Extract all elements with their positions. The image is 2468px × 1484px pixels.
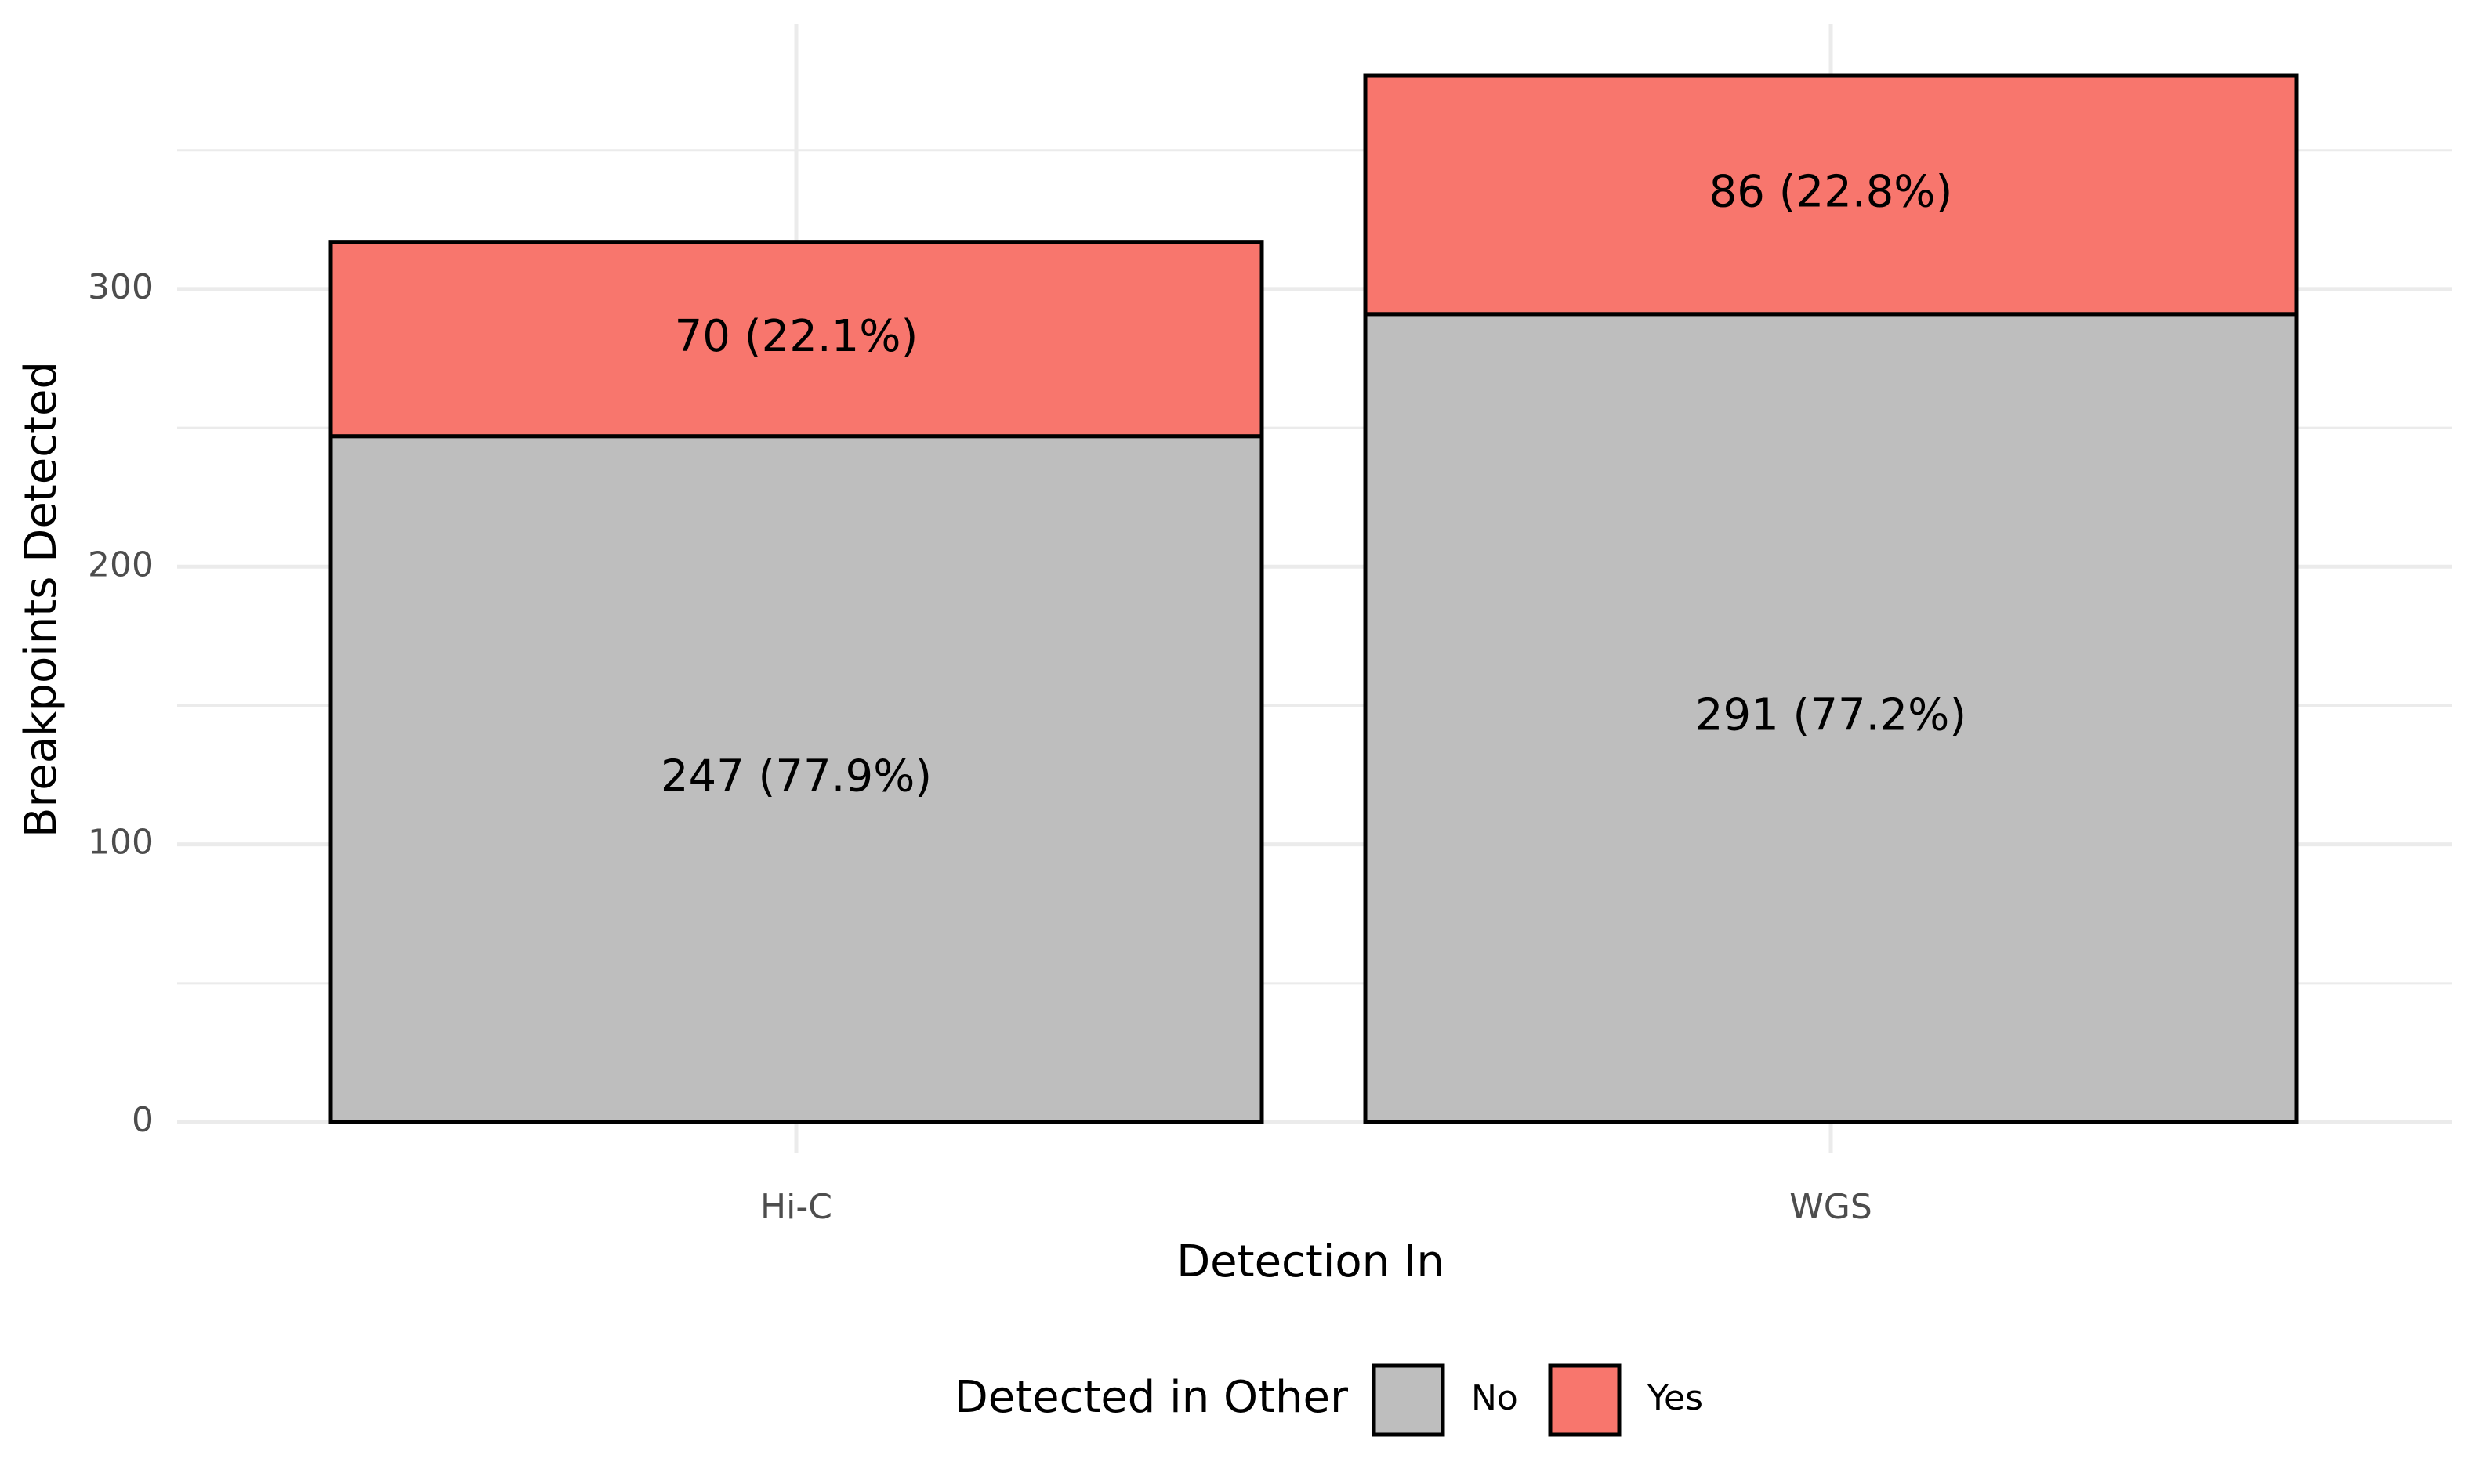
data-label: 86 (22.8%): [1709, 167, 1953, 218]
legend-label-no: No: [1471, 1378, 1518, 1418]
x-tick-label: WGS: [1789, 1187, 1872, 1227]
data-label: 70 (22.1%): [675, 311, 919, 362]
legend-key-no: [1372, 1363, 1445, 1437]
axes-layer: 0 100 200 300 Hi-C WGS: [88, 267, 1872, 1227]
y-tick-label: 0: [132, 1100, 154, 1140]
x-axis-title: Detection In: [1176, 1236, 1444, 1287]
data-labels-layer: 247 (77.9%) 70 (22.1%) 291 (77.2%) 86 (22.8…: [661, 167, 1966, 802]
legend-key-yes: [1548, 1363, 1622, 1437]
y-tick-label: 200: [88, 545, 154, 585]
data-label: 291 (77.2%): [1695, 690, 1966, 741]
bar-yes-hi-c: [328, 240, 1264, 439]
bars-layer: [328, 73, 2299, 1124]
legend-items: No Yes: [1372, 1363, 1703, 1437]
legend-title: Detected in Other: [955, 1372, 1349, 1423]
y-tick-label: 100: [88, 823, 154, 863]
x-tick-label: Hi-C: [760, 1187, 832, 1227]
y-axis-title: Breakpoints Detected: [16, 361, 67, 838]
legend-label-yes: Yes: [1647, 1378, 1703, 1418]
bar-no-wgs: [1363, 312, 2299, 1124]
y-tick-label: 300: [88, 267, 154, 307]
bar-yes-wgs: [1363, 73, 2299, 317]
data-label: 247 (77.9%): [661, 751, 932, 802]
legend: Detected in Other No Yes: [955, 1363, 1703, 1437]
